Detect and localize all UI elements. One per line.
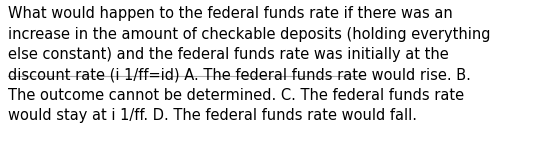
Text: What would happen to the federal funds rate if there was an
increase in the amou: What would happen to the federal funds r… [8, 6, 490, 123]
